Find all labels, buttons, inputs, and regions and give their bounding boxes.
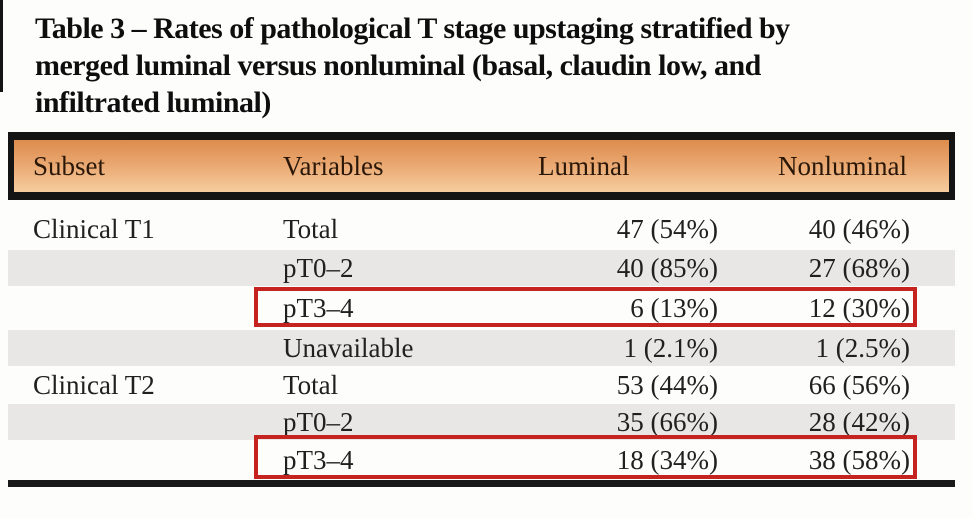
table-row: pT0–2 35 (66%) 28 (42%) — [8, 404, 955, 440]
column-header-variables: Variables — [283, 150, 384, 181]
cell-nonluminal: 1 (2.5%) — [815, 332, 910, 363]
table-row: Unavailable 1 (2.1%) 1 (2.5%) — [8, 330, 955, 366]
cell-luminal: 6 (13%) — [630, 292, 718, 323]
cell-nonluminal: 40 (46%) — [808, 213, 910, 244]
cell-luminal: 40 (85%) — [616, 252, 718, 283]
data-table: Subset Variables Luminal Nonluminal Clin… — [8, 132, 955, 487]
table-title: Table 3 – Rates of pathological T stage … — [35, 10, 960, 121]
column-header-luminal: Luminal — [538, 150, 630, 181]
cell-variable: Total — [283, 213, 339, 244]
cell-luminal: 47 (54%) — [616, 213, 718, 244]
table-row: Clinical T2 Total 53 (44%) 66 (56%) — [8, 366, 955, 404]
table-title-line2: merged luminal versus nonluminal (basal,… — [35, 49, 761, 82]
left-edge-artifact — [0, 0, 3, 92]
cell-nonluminal: 12 (30%) — [808, 292, 910, 323]
column-header-nonluminal: Nonluminal — [778, 150, 907, 181]
table-row: Clinical T1 Total 47 (54%) 40 (46%) — [8, 200, 955, 250]
cell-luminal: 53 (44%) — [616, 369, 718, 400]
cell-variable: Unavailable — [283, 332, 414, 363]
table-title-line1: Table 3 – Rates of pathological T stage … — [35, 12, 790, 45]
cell-subset: Clinical T2 — [33, 369, 155, 400]
cell-subset: Clinical T1 — [33, 213, 155, 244]
table-rule-bottom — [8, 480, 955, 487]
table-row-highlighted: pT3–4 18 (34%) 38 (58%) — [8, 435, 955, 480]
cell-nonluminal: 38 (58%) — [808, 444, 910, 475]
cell-nonluminal: 27 (68%) — [808, 252, 910, 283]
cell-variable: pT3–4 — [283, 444, 354, 475]
cell-nonluminal: 28 (42%) — [808, 406, 910, 437]
cell-variable: Total — [283, 369, 339, 400]
cell-luminal: 1 (2.1%) — [623, 332, 718, 363]
cell-variable: pT3–4 — [283, 292, 354, 323]
table-header: Subset Variables Luminal Nonluminal — [8, 140, 955, 192]
table-title-line3: infiltrated luminal) — [35, 86, 271, 119]
table-rule-top — [8, 132, 955, 140]
table-row-highlighted: pT3–4 6 (13%) 12 (30%) — [8, 286, 955, 330]
cell-variable: pT0–2 — [283, 252, 354, 283]
cell-luminal: 18 (34%) — [616, 444, 718, 475]
table-row: pT0–2 40 (85%) 27 (68%) — [8, 250, 955, 286]
table-rule-header-bottom — [8, 192, 955, 200]
cell-luminal: 35 (66%) — [616, 406, 718, 437]
cell-nonluminal: 66 (56%) — [808, 369, 910, 400]
column-header-subset: Subset — [33, 150, 106, 181]
cell-variable: pT0–2 — [283, 406, 354, 437]
